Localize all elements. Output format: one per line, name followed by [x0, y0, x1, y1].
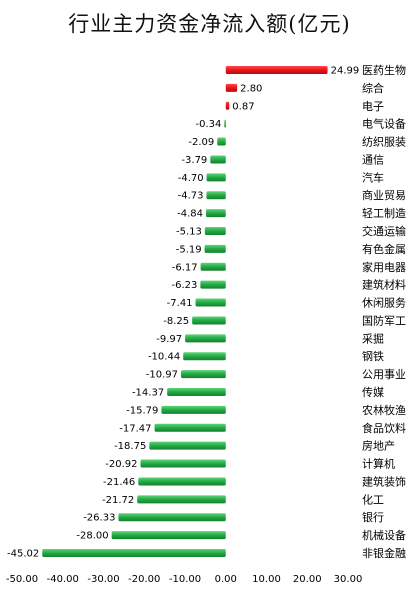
bar-有色金属 — [204, 244, 226, 253]
category-label-非银金融: 非银金融 — [362, 546, 406, 560]
bar-交通运输 — [204, 227, 226, 235]
bar-机械设备 — [111, 531, 226, 540]
category-label-有色金属: 有色金属 — [362, 242, 406, 256]
bar-钢铁 — [183, 352, 226, 361]
x-tick-label: 30.00 — [334, 574, 363, 585]
x-tick-label: -10.00 — [169, 574, 201, 585]
category-label-建筑装饰: 建筑装饰 — [362, 474, 406, 488]
value-label-电子: 0.87 — [232, 101, 254, 112]
category-label-公用事业: 公用事业 — [362, 368, 406, 381]
category-label-电气设备: 电气设备 — [362, 117, 406, 131]
value-label-纺织服装: -2.09 — [188, 137, 214, 148]
value-label-家用电器: -6.17 — [172, 262, 198, 273]
bar-公用事业 — [181, 370, 226, 379]
bar-综合 — [225, 83, 238, 92]
value-label-计算机: -20.92 — [105, 459, 137, 470]
value-label-建筑材料: -6.23 — [171, 280, 197, 291]
category-label-机械设备: 机械设备 — [362, 528, 406, 542]
value-label-公用事业: -10.97 — [146, 370, 178, 381]
value-label-医药生物: 24.99 — [331, 66, 360, 77]
bar-计算机 — [140, 459, 226, 468]
bar-农林牧渔 — [161, 405, 226, 414]
bar-银行 — [118, 513, 226, 522]
category-label-医药生物: 医药生物 — [362, 63, 406, 77]
bar-非银金融 — [42, 549, 226, 557]
category-label-家用电器: 家用电器 — [362, 260, 406, 274]
category-label-综合: 综合 — [362, 81, 384, 95]
bar-建筑材料 — [200, 280, 226, 289]
bar-汽车 — [206, 173, 226, 182]
value-label-有色金属: -5.19 — [176, 244, 202, 255]
value-label-交通运输: -5.13 — [176, 227, 202, 238]
value-label-机械设备: -28.00 — [76, 531, 108, 542]
category-label-通信: 通信 — [362, 153, 384, 166]
category-label-商业贸易: 商业贸易 — [362, 188, 406, 202]
bar-医药生物 — [225, 66, 328, 74]
value-label-休闲服务: -7.41 — [167, 298, 193, 309]
value-label-建筑装饰: -21.46 — [103, 477, 135, 488]
bar-国防军工 — [192, 316, 226, 325]
category-label-计算机: 计算机 — [362, 457, 395, 471]
category-label-农林牧渔: 农林牧渔 — [362, 403, 406, 417]
x-tick-label: -20.00 — [128, 574, 160, 585]
value-label-钢铁: -10.44 — [148, 352, 180, 363]
value-label-采掘: -9.97 — [156, 334, 182, 345]
value-label-电气设备: -0.34 — [195, 119, 221, 130]
value-label-商业贸易: -4.73 — [178, 191, 204, 202]
bar-电子 — [225, 101, 230, 110]
value-label-银行: -26.33 — [83, 513, 115, 524]
category-label-钢铁: 钢铁 — [362, 350, 384, 363]
bar-家用电器 — [200, 262, 226, 271]
value-label-传媒: -14.37 — [132, 388, 164, 399]
category-label-建筑材料: 建筑材料 — [362, 278, 406, 292]
bar-通信 — [210, 155, 226, 164]
bar-建筑装饰 — [138, 477, 226, 486]
bar-休闲服务 — [195, 298, 226, 307]
bar-传媒 — [167, 388, 226, 396]
value-label-国防军工: -8.25 — [163, 316, 189, 327]
bar-化工 — [137, 495, 226, 504]
chart-title: 行业主力资金净流入额(亿元) — [68, 12, 351, 36]
category-label-汽车: 汽车 — [362, 170, 384, 184]
value-label-综合: 2.80 — [240, 83, 262, 94]
category-label-化工: 化工 — [362, 492, 384, 506]
value-label-轻工制造: -4.84 — [177, 209, 203, 220]
bar-商业贸易 — [206, 191, 226, 200]
bar-纺织服装 — [217, 137, 226, 146]
category-label-轻工制造: 轻工制造 — [362, 206, 406, 220]
x-tick-label: -50.00 — [6, 574, 38, 585]
value-labels-layer: 24.99 2.80 0.87 -0.34 -2.09 -3.79 -4.70 -4.73 -4… — [7, 66, 359, 560]
x-tick-label: 10.00 — [252, 574, 281, 585]
x-axis-tick-labels: -50.00 -40.00 -30.00 -20.00 -10.00 0.00 10.00 2… — [6, 574, 362, 585]
bar-电气设备 — [224, 119, 226, 128]
x-tick-label: -40.00 — [47, 574, 79, 585]
category-label-银行: 银行 — [362, 510, 384, 524]
bar-采掘 — [185, 334, 226, 343]
category-label-休闲服务: 休闲服务 — [362, 296, 406, 310]
x-tick-label: 0.00 — [215, 574, 237, 585]
value-label-通信: -3.79 — [181, 155, 207, 166]
value-label-食品饮料: -17.47 — [119, 423, 151, 434]
bar-房地产 — [149, 441, 226, 450]
category-labels-layer: 医药生物综合电子电气设备纺织服装通信汽车商业贸易轻工制造交通运输有色金属家用电器… — [362, 63, 406, 560]
category-label-采掘: 采掘 — [362, 331, 384, 345]
value-label-房地产: -18.75 — [114, 441, 146, 452]
category-label-传媒: 传媒 — [362, 386, 384, 399]
bars-layer — [42, 66, 328, 557]
bar-轻工制造 — [206, 209, 226, 218]
category-label-纺织服装: 纺织服装 — [362, 135, 406, 149]
value-label-非银金融: -45.02 — [7, 549, 39, 560]
x-tick-label: -30.00 — [87, 574, 119, 585]
x-tick-label: 20.00 — [293, 574, 322, 585]
bar-食品饮料 — [154, 423, 226, 432]
category-label-食品饮料: 食品饮料 — [362, 421, 406, 435]
value-label-化工: -21.72 — [102, 495, 134, 506]
category-label-房地产: 房地产 — [362, 439, 395, 453]
value-label-汽车: -4.70 — [178, 173, 204, 184]
value-label-农林牧渔: -15.79 — [126, 405, 158, 416]
category-label-国防军工: 国防军工 — [362, 313, 406, 327]
category-label-交通运输: 交通运输 — [362, 224, 406, 238]
category-label-电子: 电子 — [362, 100, 384, 113]
